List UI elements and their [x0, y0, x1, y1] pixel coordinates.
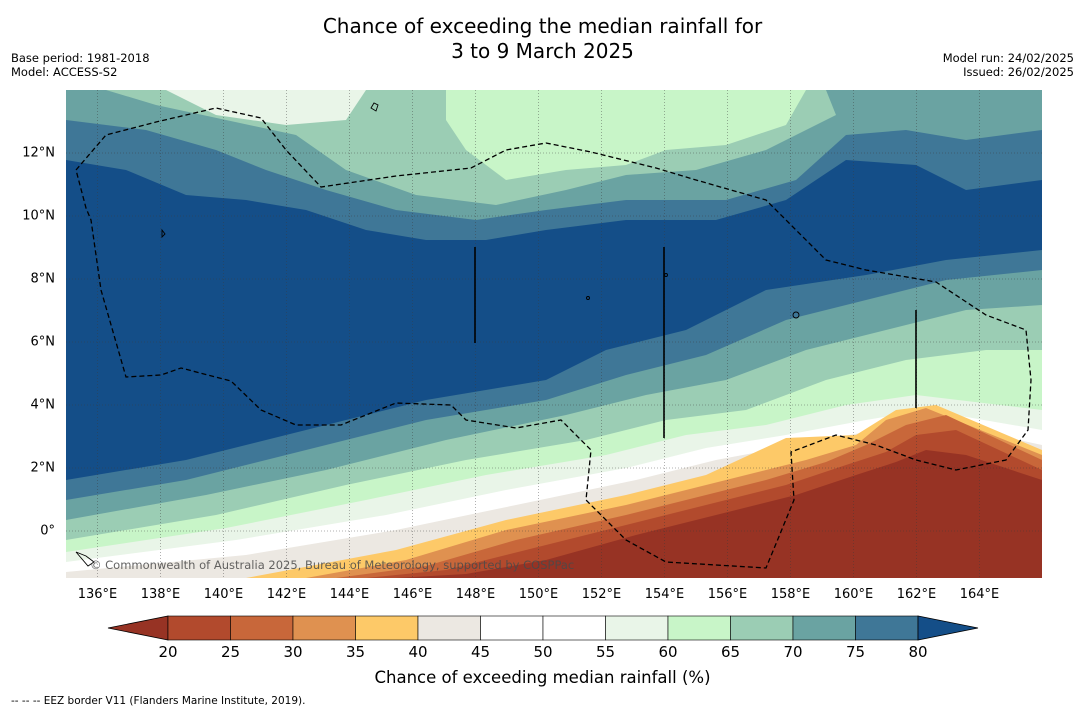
colorbar-segment	[355, 615, 419, 641]
copyright-notice: © Commonwealth of Australia 2025, Bureau…	[90, 558, 575, 572]
colorbar-tick-75: 75	[845, 643, 866, 661]
lat-label-10n: 10°N	[22, 208, 55, 224]
colorbar-segment	[417, 615, 481, 641]
colorbar-tick-80: 80	[908, 643, 928, 661]
lon-label-158: 158°E	[770, 587, 811, 602]
colorbar-extend-low	[107, 615, 169, 641]
colorbar-tick-25: 25	[220, 643, 241, 661]
lon-label-138: 138°E	[140, 587, 181, 602]
colorbar-segment	[167, 615, 231, 641]
colorbar-tick-20: 20	[158, 643, 178, 661]
gridlines	[66, 90, 1042, 578]
lon-label-156: 156°E	[707, 587, 748, 602]
chart-title: Chance of exceeding the median rainfall …	[0, 14, 1085, 64]
colorbar	[107, 615, 979, 641]
lon-label-144: 144°E	[329, 587, 370, 602]
colorbar-segment	[292, 615, 356, 641]
colorbar-tick-70: 70	[783, 643, 803, 661]
colorbar-segment	[667, 615, 731, 641]
lon-label-136: 136°E	[77, 587, 118, 602]
colorbar-segment	[542, 615, 606, 641]
model-run: Model run: 24/02/2025	[942, 51, 1074, 65]
colorbar-tick-60: 60	[658, 643, 678, 661]
lon-label-140: 140°E	[203, 587, 244, 602]
colorbar-segments	[107, 615, 979, 641]
model-name: Model: ACCESS-S2	[11, 65, 118, 79]
lat-label-8n: 8°N	[30, 271, 56, 287]
colorbar-tick-50: 50	[533, 643, 553, 661]
lat-label-6n: 6°N	[30, 334, 56, 350]
base-period: Base period: 1981-2018	[11, 51, 150, 65]
north-band-60	[446, 90, 806, 180]
rainfall-probability-map	[66, 90, 1042, 578]
colorbar-segment	[605, 615, 669, 641]
lat-label-4n: 4°N	[30, 397, 56, 413]
colorbar-segment	[480, 615, 544, 641]
eez-legend-note: -- -- -- EEZ border V11 (Flanders Marine…	[11, 695, 306, 707]
boundary-lines	[474, 247, 917, 438]
colorbar-segment	[855, 615, 919, 641]
colorbar-tick-40: 40	[408, 643, 428, 661]
issued-date: Issued: 26/02/2025	[963, 65, 1074, 79]
meta-right: Model run: 24/02/2025 Issued: 26/02/2025	[943, 51, 1074, 79]
lon-label-142: 142°E	[266, 587, 307, 602]
south-band-20	[396, 450, 1042, 578]
eez-border	[75, 107, 1032, 569]
lat-label-12n: 12°N	[22, 145, 55, 161]
title-line-2: 3 to 9 March 2025	[451, 39, 634, 63]
colorbar-label: Chance of exceeding median rainfall (%)	[374, 668, 711, 687]
colorbar-tick-35: 35	[345, 643, 366, 661]
lat-label-2n: 2°N	[30, 460, 56, 476]
islands	[75, 102, 800, 567]
colorbar-tick-45: 45	[470, 643, 491, 661]
lon-label-154: 154°E	[644, 587, 685, 602]
lon-label-160: 160°E	[833, 587, 874, 602]
colorbar-segment	[230, 615, 294, 641]
lon-label-152: 152°E	[581, 587, 622, 602]
meta-left: Base period: 1981-2018 Model: ACCESS-S2	[11, 51, 150, 79]
lon-label-146: 146°E	[392, 587, 433, 602]
colorbar-extend-high	[917, 615, 979, 641]
north-band-55	[166, 90, 366, 125]
lon-label-148: 148°E	[455, 587, 496, 602]
colorbar-segment	[792, 615, 856, 641]
colorbar-segment	[730, 615, 794, 641]
lon-label-162: 162°E	[896, 587, 937, 602]
lon-label-164: 164°E	[959, 587, 1000, 602]
lon-label-150: 150°E	[518, 587, 559, 602]
lat-label-0: 0°	[40, 523, 55, 539]
title-line-1: Chance of exceeding the median rainfall …	[322, 14, 763, 38]
colorbar-tick-55: 55	[595, 643, 616, 661]
colorbar-tick-30: 30	[283, 643, 303, 661]
colorbar-tick-65: 65	[720, 643, 741, 661]
